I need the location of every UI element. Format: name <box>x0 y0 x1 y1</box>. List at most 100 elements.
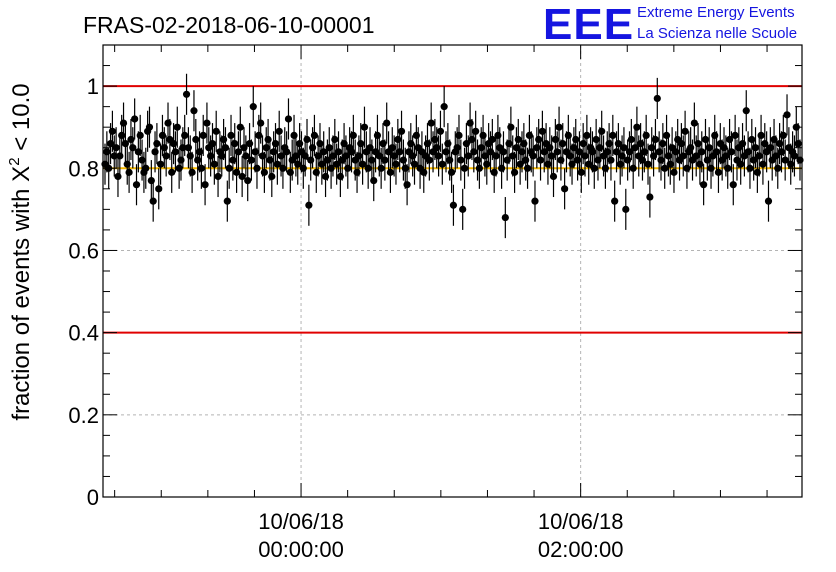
data-point <box>316 140 324 148</box>
data-point <box>386 168 395 176</box>
data-point <box>720 144 728 152</box>
data-point <box>522 156 530 164</box>
data-point <box>331 135 339 144</box>
data-point <box>119 119 128 127</box>
data-point <box>221 144 230 152</box>
data-point <box>651 135 660 144</box>
data-point <box>776 140 784 148</box>
data-point <box>670 168 678 176</box>
data-point <box>629 164 637 172</box>
data-point <box>147 177 155 185</box>
data-point <box>218 152 226 160</box>
data-point <box>397 127 406 135</box>
data-point <box>533 144 541 152</box>
data-point <box>605 140 613 148</box>
data-point <box>727 148 736 156</box>
data-point <box>284 115 293 123</box>
data-point <box>103 148 111 156</box>
data-point <box>175 164 183 172</box>
data-point <box>483 160 491 168</box>
data-point <box>321 172 330 181</box>
data-point <box>662 131 671 139</box>
data-point <box>199 131 207 139</box>
data-point <box>644 160 652 168</box>
data-point <box>157 160 165 168</box>
data-point <box>149 197 157 205</box>
data-point <box>303 135 311 144</box>
data-point <box>473 156 482 164</box>
data-point <box>661 164 669 172</box>
data-point <box>659 140 667 148</box>
data-point <box>283 148 291 156</box>
data-point <box>373 131 382 139</box>
data-point <box>186 152 194 160</box>
data-point <box>273 160 281 168</box>
data-point <box>470 148 478 156</box>
data-point <box>794 140 802 148</box>
data-point <box>535 135 543 144</box>
data-point <box>377 164 385 172</box>
x-tick-label-time: 02:00:00 <box>538 537 624 562</box>
data-point <box>347 148 356 156</box>
data-point <box>731 131 739 139</box>
data-point <box>546 144 554 152</box>
data-point <box>279 164 287 172</box>
chart-title: FRAS-02-2018-06-10-00001 <box>83 12 375 38</box>
data-point <box>510 168 519 176</box>
data-point <box>460 164 469 172</box>
data-point <box>383 119 391 127</box>
eee-logo-mark: EEE <box>543 0 635 49</box>
data-point <box>431 135 439 144</box>
data-point <box>370 177 378 185</box>
y-axis-label-prefix: fraction of events with <box>8 181 35 421</box>
data-point <box>444 140 452 148</box>
data-point <box>655 148 663 156</box>
data-point <box>449 201 458 209</box>
data-point <box>464 152 472 160</box>
data-point <box>225 164 233 172</box>
data-point <box>499 148 508 156</box>
data-point <box>514 135 522 144</box>
data-point <box>529 152 537 160</box>
data-point <box>242 152 250 160</box>
data-point <box>171 148 180 156</box>
data-point <box>711 131 719 139</box>
data-point <box>472 127 480 135</box>
data-point <box>266 156 274 164</box>
y-axis-label-suffix: < 10.0 <box>8 83 35 158</box>
data-point <box>683 164 691 172</box>
data-point <box>396 148 404 156</box>
data-point <box>368 156 376 164</box>
data-point <box>564 131 572 139</box>
data-point <box>781 156 789 164</box>
data-point <box>238 172 246 181</box>
data-point <box>494 131 502 139</box>
data-point <box>538 127 546 135</box>
data-point <box>455 131 463 139</box>
data-point <box>757 131 765 139</box>
data-point <box>622 205 630 213</box>
data-point <box>687 144 695 152</box>
data-point <box>299 164 307 172</box>
data-point <box>184 144 192 152</box>
data-point <box>783 111 791 119</box>
data-point <box>553 148 561 156</box>
data-point <box>168 168 176 176</box>
y-tick-label: 0.6 <box>68 238 99 263</box>
data-point <box>477 144 485 152</box>
data-point <box>195 148 204 156</box>
data-point <box>577 168 585 176</box>
data-point <box>257 119 265 127</box>
data-point <box>203 119 211 127</box>
data-point <box>468 135 476 144</box>
data-point <box>755 152 763 160</box>
data-point <box>214 172 222 181</box>
data-point <box>748 135 756 144</box>
data-point <box>364 164 372 172</box>
data-point <box>544 160 552 168</box>
data-point <box>523 164 532 172</box>
data-point <box>701 135 710 144</box>
data-point <box>574 156 582 164</box>
data-point <box>407 140 415 148</box>
